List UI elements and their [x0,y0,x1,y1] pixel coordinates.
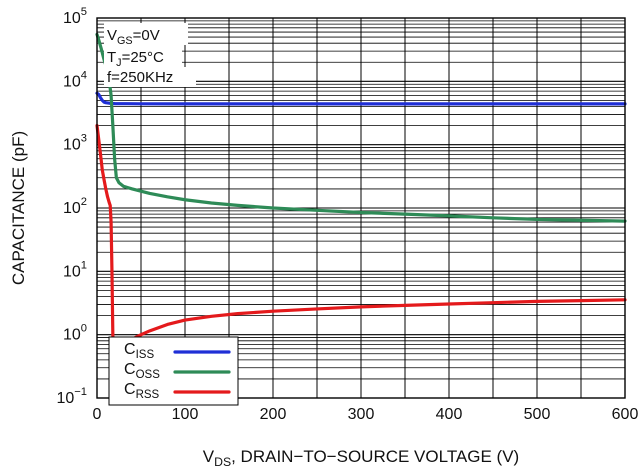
y-tick-label: 101 [63,259,87,280]
plot-frame [96,17,626,399]
x-tick-label: 600 [612,406,639,423]
annotation-3-main: f=250KHz [107,69,173,86]
legend-label-iss: CISS [124,341,154,361]
annotation-backdrop [104,45,182,67]
y-axis-title: CAPACITANCE (pF) [9,131,28,285]
x-tick-label: 400 [436,406,463,423]
y-tick-base: 10 [63,200,81,217]
y-tick-base: 10 [63,263,81,280]
annotation-backdrop [104,23,188,45]
x-tick-label: 300 [348,406,375,423]
y-tick-base: 10 [63,137,81,154]
legend-label-rss-sub: RSS [136,389,160,401]
y-tick-label: 105 [63,6,87,27]
y-tick-exponent: −1 [74,386,87,398]
y-tick-label: 100 [63,323,87,344]
axes: 0 100 200 300 400 500 60010−110010110210310410… [9,6,638,469]
legend-label-oss-main: C [124,361,136,378]
y-tick-exponent: 5 [81,6,87,18]
y-tick-label: 10−1 [56,386,87,407]
legend-label-oss: COSS [124,361,160,381]
legend-label-iss-sub: ISS [136,349,155,361]
annotation-1-sub: GS [117,35,133,47]
y-tick-exponent: 0 [81,323,87,335]
x-tick-label: 0 [93,406,102,423]
legend-label-rss: CRSS [124,381,160,401]
annotation-2-rest: =25°C [122,49,164,66]
y-tick-base: 10 [63,327,81,344]
y-tick-label: 102 [63,196,87,217]
annotation-2: TJ=25°C [107,49,164,69]
y-tick-base: 10 [63,73,81,90]
y-tick-base: 10 [63,10,81,27]
series-line-iss [95,91,627,106]
annotation-3: f=250KHz [107,69,173,86]
x-axis-title-sub: DS [214,455,231,469]
annotation-2-main: T [107,49,116,66]
plot-border [96,17,626,399]
annotation-1: VGS=0V [107,27,160,47]
y-tick-exponent: 3 [81,133,87,145]
x-tick-label: 500 [524,406,551,423]
x-axis-title-rest: , DRAIN−TO−SOURCE VOLTAGE (V) [231,447,519,466]
y-tick-exponent: 4 [81,69,87,81]
annotation-2-sub: J [116,57,121,69]
annotation-1-rest: =0V [133,27,160,44]
legend-label-iss-main: C [124,341,136,358]
x-axis-title: VDS, DRAIN−TO−SOURCE VOLTAGE (V) [203,447,519,469]
annotation-1-main: V [107,27,117,44]
x-tick-label: 100 [172,406,199,423]
y-tick-base: 10 [56,390,74,407]
legend-label-rss-main: C [124,381,136,398]
legend-label-oss-sub: OSS [136,369,161,381]
y-tick-exponent: 1 [81,259,87,271]
x-tick-label: 200 [260,406,287,423]
x-axis-title-main: V [203,447,215,466]
y-tick-label: 104 [63,69,87,90]
y-tick-exponent: 2 [81,196,87,208]
annotation-backdrop [104,67,196,87]
y-tick-label: 103 [63,133,87,154]
